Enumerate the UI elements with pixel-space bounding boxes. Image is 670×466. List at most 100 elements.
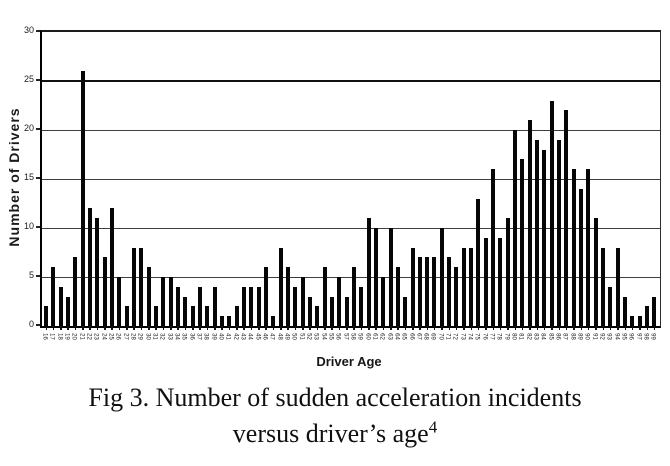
bar-age-42: [234, 306, 239, 326]
bar-age-72: [454, 267, 459, 326]
bar-age-74: [469, 247, 474, 326]
bar-age-25: [109, 208, 114, 326]
bar-age-21: [80, 71, 85, 326]
x-tick-mark: [426, 326, 429, 330]
x-tick-mark: [82, 326, 84, 330]
x-tick-mark: [565, 326, 568, 330]
x-tick-label: 93: [605, 333, 612, 340]
bar-age-45: [256, 286, 261, 326]
x-tick-label: 26: [114, 333, 121, 340]
x-tick-mark: [74, 326, 77, 330]
x-axis-title: Driver Age: [316, 354, 382, 369]
x-tick-label: 70: [437, 333, 444, 340]
x-tick-label: 41: [224, 333, 231, 340]
x-tick-label: 54: [320, 333, 327, 340]
x-tick-label: 67: [415, 333, 422, 340]
x-tick-mark: [653, 326, 656, 330]
x-tick-mark: [221, 326, 223, 330]
bar-age-26: [117, 277, 122, 326]
bar-age-98: [645, 306, 650, 326]
bar-age-18: [58, 286, 63, 326]
bar-age-96: [630, 316, 635, 326]
x-tick-mark: [448, 326, 451, 330]
x-tick-mark: [177, 326, 179, 330]
x-tick-mark: [536, 326, 539, 330]
x-tick-label: 58: [349, 333, 356, 340]
x-tick-mark: [133, 326, 135, 330]
x-tick-label: 31: [151, 333, 158, 340]
x-tick-mark: [639, 326, 641, 330]
bar-age-54: [322, 267, 327, 326]
x-tick-label: 73: [459, 333, 466, 340]
x-tick-label: 69: [429, 333, 436, 340]
bar-age-44: [249, 286, 254, 326]
bar-age-51: [300, 277, 305, 326]
x-tick-mark: [368, 326, 370, 330]
x-tick-mark: [602, 326, 605, 330]
x-tick-mark: [507, 326, 509, 330]
x-tick-mark: [52, 326, 55, 330]
x-tick-mark: [587, 326, 590, 330]
x-tick-mark: [390, 326, 392, 330]
bar-age-93: [608, 286, 613, 326]
y-tick-mark: [36, 177, 40, 179]
x-tick-mark: [521, 326, 524, 330]
bar-age-33: [168, 277, 173, 326]
bar-age-89: [579, 188, 584, 326]
bar-age-86: [557, 139, 562, 326]
bar-age-58: [351, 267, 356, 326]
caption-footnote-ref: 4: [428, 417, 438, 437]
bar-age-53: [315, 306, 320, 326]
x-tick-label: 43: [239, 333, 246, 340]
x-tick-mark: [382, 326, 385, 330]
x-tick-mark: [89, 326, 91, 330]
bar-age-40: [219, 316, 224, 326]
x-tick-mark: [104, 326, 106, 330]
x-tick-mark: [543, 326, 546, 330]
y-tick-label: 15: [23, 172, 34, 182]
bar-age-79: [505, 218, 510, 326]
x-tick-label: 28: [129, 333, 136, 340]
x-tick-label: 57: [342, 333, 349, 340]
x-tick-label: 20: [70, 333, 77, 340]
x-tick-label: 66: [408, 333, 414, 340]
x-tick-label: 39: [210, 333, 217, 340]
caption-line-2-text: versus driver’s age: [232, 419, 429, 448]
bar-age-81: [520, 159, 525, 326]
x-tick-label: 27: [122, 333, 129, 340]
caption-line-1: Fig 3. Number of sudden acceleration inc…: [88, 383, 582, 412]
y-tick-mark: [36, 79, 40, 81]
x-tick-label: 48: [276, 333, 283, 340]
bar-age-90: [586, 169, 591, 326]
x-tick-label: 38: [202, 333, 209, 340]
x-tick-label: 55: [327, 333, 334, 340]
x-tick-mark: [60, 326, 62, 330]
bar-age-56: [337, 277, 342, 326]
bar-age-60: [366, 218, 371, 326]
bar-age-77: [491, 169, 496, 326]
x-tick-mark: [155, 326, 157, 330]
x-tick-mark: [477, 326, 480, 330]
bar-age-92: [601, 247, 606, 326]
bar-age-82: [527, 120, 532, 326]
x-tick-mark: [338, 326, 341, 330]
x-tick-mark: [346, 326, 348, 330]
bar-age-61: [373, 228, 378, 326]
bar-age-20: [73, 257, 78, 326]
x-tick-mark: [609, 326, 612, 330]
bar-age-23: [95, 218, 100, 326]
x-tick-label: 85: [547, 333, 554, 340]
x-tick-mark: [404, 326, 407, 330]
x-tick-mark: [162, 326, 165, 330]
gridline-y-20: [42, 129, 660, 131]
bar-age-37: [197, 286, 202, 326]
x-tick-label: 72: [451, 333, 458, 340]
bar-age-31: [153, 306, 158, 326]
bar-age-50: [293, 286, 298, 326]
bar-age-70: [439, 228, 444, 326]
x-tick-mark: [302, 326, 304, 330]
x-tick-mark: [170, 326, 172, 330]
x-tick-mark: [184, 326, 187, 330]
bar-age-34: [175, 286, 180, 326]
